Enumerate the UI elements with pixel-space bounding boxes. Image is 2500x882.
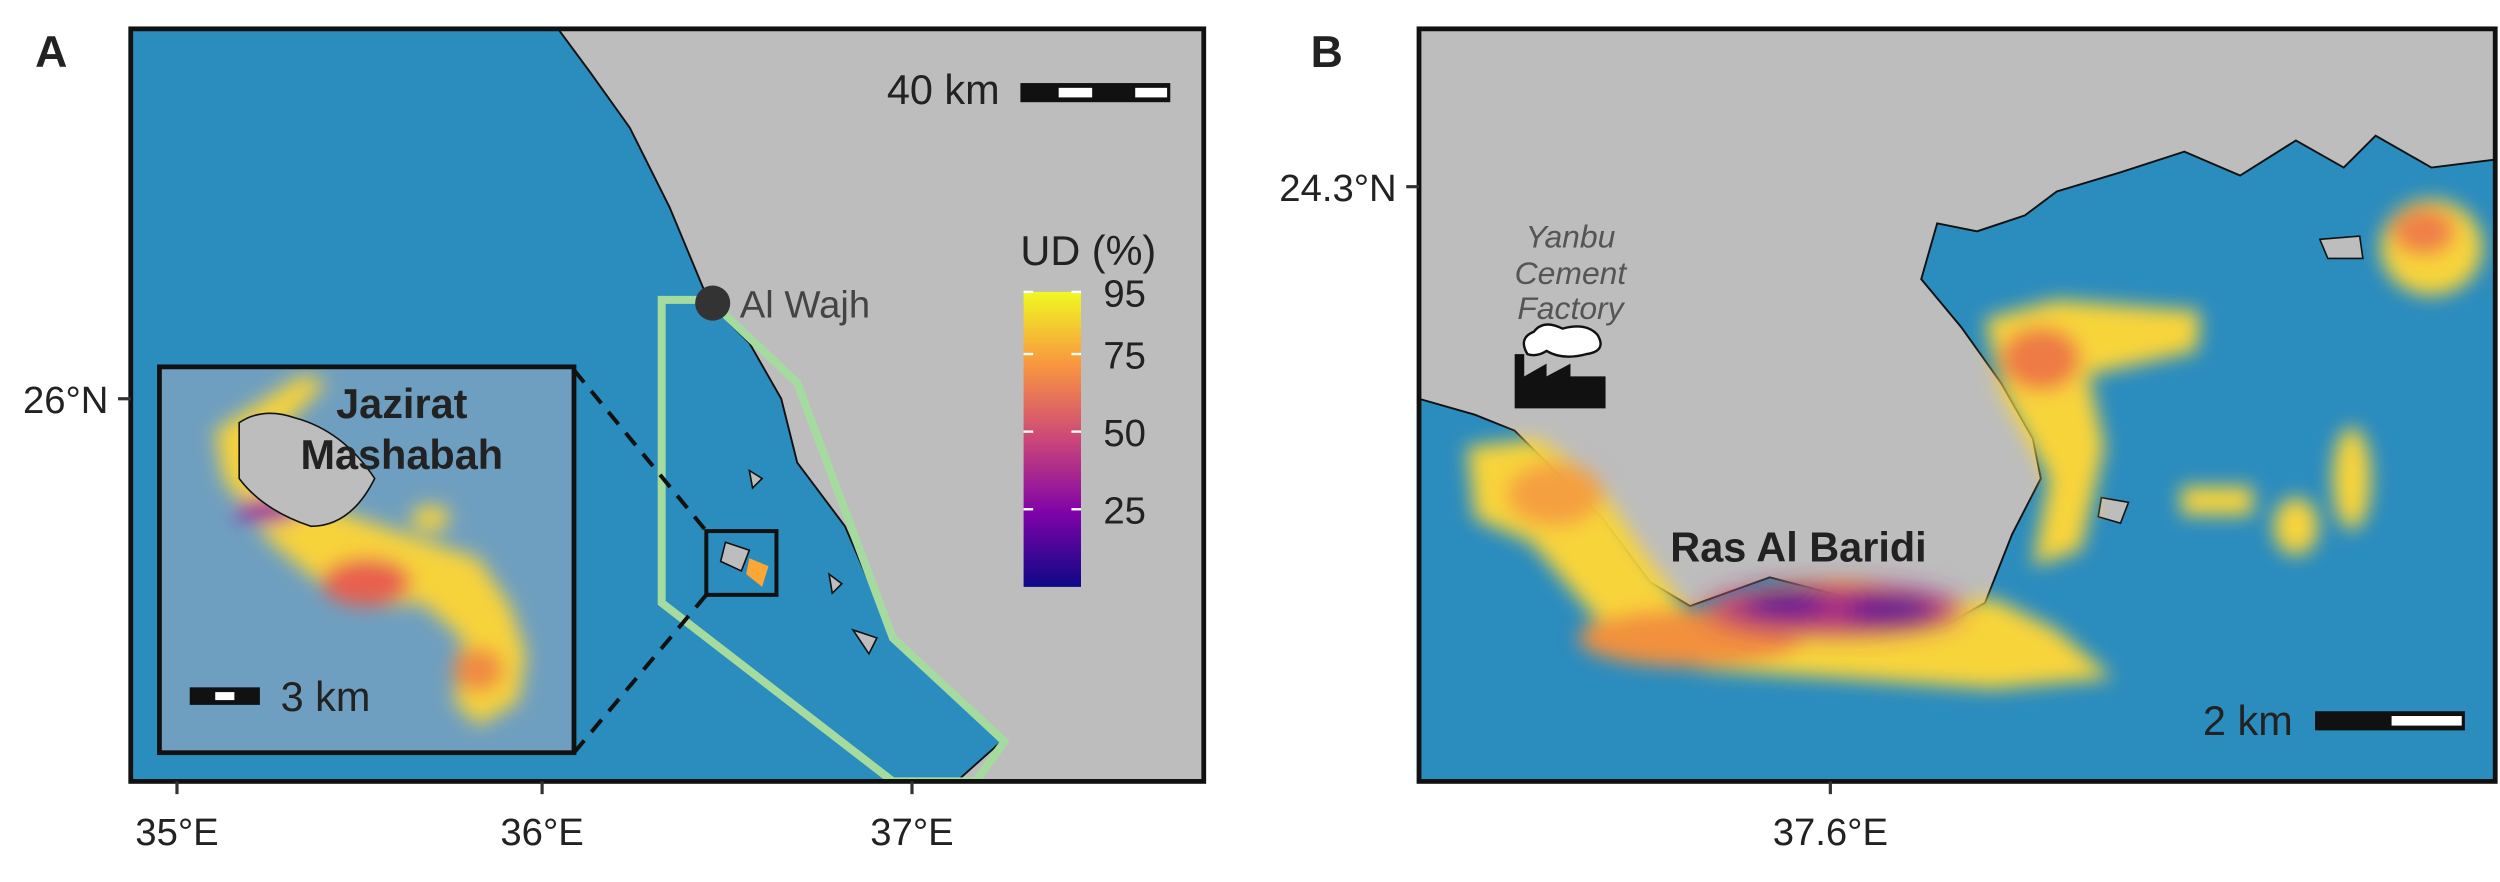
place-label: Ras Al Baridi <box>1670 523 1926 570</box>
scale-label: 40 km <box>887 66 1000 113</box>
y-tick-label: 24.3°N <box>1279 167 1396 210</box>
legend-tick-label: 75 <box>1103 334 1146 377</box>
scale-bar <box>2315 711 2465 731</box>
colorbar <box>1023 291 1081 587</box>
frame <box>1416 26 2498 784</box>
x-tick-label: 35°E <box>135 811 218 854</box>
inset-scale-label: 3 km <box>281 673 371 720</box>
map-b <box>1419 28 2496 782</box>
place-label: Al Wajh <box>740 283 870 326</box>
panel-label: A <box>35 28 67 77</box>
scale-label: 2 km <box>2203 697 2293 744</box>
factory-label: Cement <box>1515 255 1628 291</box>
axis-a <box>117 397 914 795</box>
x-tick-label: 37.6°E <box>1773 811 1888 854</box>
factory-label: Yanbu <box>1526 218 1616 254</box>
frame <box>128 26 1207 784</box>
legend-tick-label: 95 <box>1103 272 1146 315</box>
inset-scale-bar <box>189 687 260 705</box>
factory-label: Factory <box>1517 290 1625 326</box>
y-tick-label: 26°N <box>23 379 108 422</box>
legend-tick-label: 25 <box>1103 490 1146 533</box>
inset-title: Mashabah <box>300 431 503 478</box>
inset-frame <box>157 364 577 756</box>
legend-tick-label: 50 <box>1103 412 1146 455</box>
axis-b <box>1406 185 1832 795</box>
scale-bar <box>1020 83 1171 103</box>
factory-icon <box>1514 323 1606 409</box>
panel-label: B <box>1311 28 1343 77</box>
legend-ticks: 95 75 50 25 <box>1023 272 1146 533</box>
x-tick-label: 36°E <box>500 811 583 854</box>
inset-title: Jazirat <box>336 380 467 427</box>
x-tick-label: 37°E <box>870 811 953 854</box>
legend-title: UD (%) <box>1020 227 1156 274</box>
